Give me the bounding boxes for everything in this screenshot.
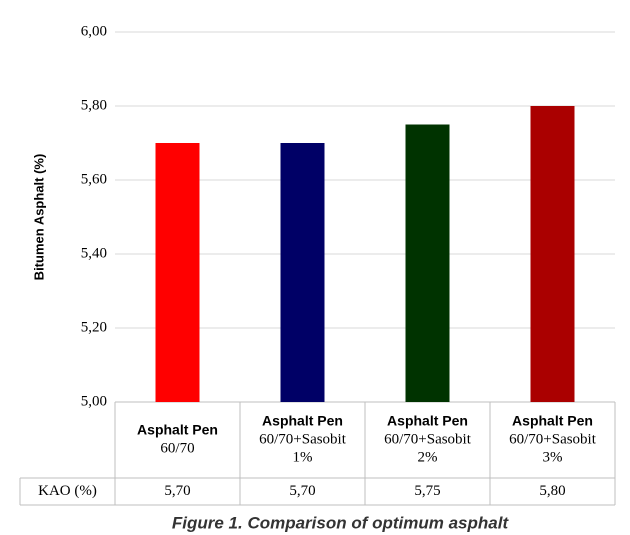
- bar: [530, 106, 575, 402]
- x-tick-label: 60/70: [160, 440, 194, 456]
- x-tick-label: 60/70+Sasobit: [259, 431, 347, 447]
- table-value: 5,80: [539, 483, 565, 499]
- table-value: 5,75: [414, 483, 440, 499]
- table-value: 5,70: [289, 483, 315, 499]
- bar: [280, 143, 325, 402]
- y-tick-label: 5,20: [81, 319, 107, 335]
- x-tick-label: Asphalt Pen: [137, 422, 218, 438]
- y-tick-label: 6,00: [81, 23, 107, 39]
- x-tick-label: 60/70+Sasobit: [509, 431, 597, 447]
- bar: [155, 143, 200, 402]
- x-tick-label: Asphalt Pen: [387, 413, 468, 429]
- y-tick-label: 5,60: [81, 171, 107, 187]
- table-row-label: KAO (%): [38, 483, 97, 499]
- bar: [405, 124, 450, 402]
- caption: Figure 1. Comparison of optimum asphalt: [172, 513, 510, 532]
- x-tick-label: 1%: [293, 449, 313, 465]
- y-tick-label: 5,40: [81, 245, 107, 261]
- y-tick-label: 5,00: [81, 393, 107, 409]
- y-tick-label: 5,80: [81, 97, 107, 113]
- x-tick-label: 2%: [418, 449, 438, 465]
- x-tick-label: Asphalt Pen: [512, 413, 593, 429]
- y-axis-label: Bitumen Asphalt (%): [31, 154, 46, 281]
- x-tick-label: Asphalt Pen: [262, 413, 343, 429]
- table-value: 5,70: [164, 483, 190, 499]
- x-tick-label: 3%: [543, 449, 563, 465]
- x-tick-label: 60/70+Sasobit: [384, 431, 472, 447]
